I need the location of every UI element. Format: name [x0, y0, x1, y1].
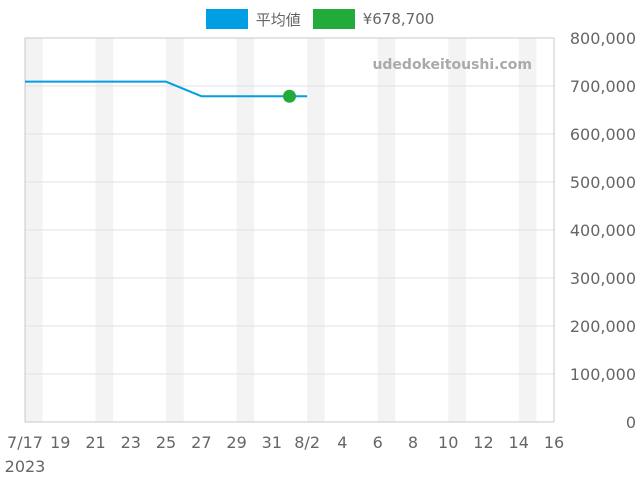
y-tick-label: 800,000: [570, 29, 636, 48]
x-tick-label: 19: [50, 433, 70, 452]
y-axis-ticks: 0 100,000 200,000 300,000 400,000 500,000 600,…: [570, 29, 636, 432]
legend-item-price[interactable]: ¥678,700: [312, 9, 435, 29]
x-tick-label: 14: [509, 433, 529, 452]
watermark: udedokeitoushi.com: [372, 57, 532, 73]
y-tick-label: 300,000: [570, 269, 636, 288]
chart-legend: 平均値 ¥678,700: [0, 8, 640, 30]
x-tick-label: 25: [156, 433, 176, 452]
y-tick-label: 500,000: [570, 173, 636, 192]
plot-border: [24, 37, 555, 423]
y-tick-label: 0: [626, 413, 636, 432]
x-tick-label: 16: [544, 433, 564, 452]
legend-swatch-average: [205, 9, 248, 29]
x-tick-label: 31: [262, 433, 282, 452]
x-tick-year-label: 2023: [5, 457, 46, 476]
y-tick-label: 400,000: [570, 221, 636, 240]
price-point[interactable]: [283, 89, 296, 103]
legend-label-price: ¥678,700: [362, 10, 435, 28]
average-price-line: [25, 80, 308, 98]
x-tick-label: 23: [121, 433, 141, 452]
x-tick-label: 27: [191, 433, 211, 452]
x-tick-label: 21: [85, 433, 105, 452]
x-tick-label: 4: [337, 433, 347, 452]
y-tick-label: 700,000: [570, 77, 636, 96]
x-tick-label: 6: [373, 433, 383, 452]
x-tick-label: 8/2: [294, 433, 320, 452]
legend-item-average[interactable]: 平均値: [205, 9, 301, 30]
x-tick-label: 8: [408, 433, 418, 452]
y-tick-label: 600,000: [570, 125, 636, 144]
x-tick-label: 10: [438, 433, 458, 452]
legend-swatch-price: [312, 9, 355, 29]
x-tick-label: 7/17: [7, 433, 43, 452]
series-layer: [25, 80, 308, 103]
x-tick-label: 29: [226, 433, 246, 452]
x-tick-label: 12: [473, 433, 493, 452]
y-tick-label: 100,000: [570, 365, 636, 384]
legend-label-average: 平均値: [255, 10, 301, 29]
y-tick-label: 200,000: [570, 317, 636, 336]
